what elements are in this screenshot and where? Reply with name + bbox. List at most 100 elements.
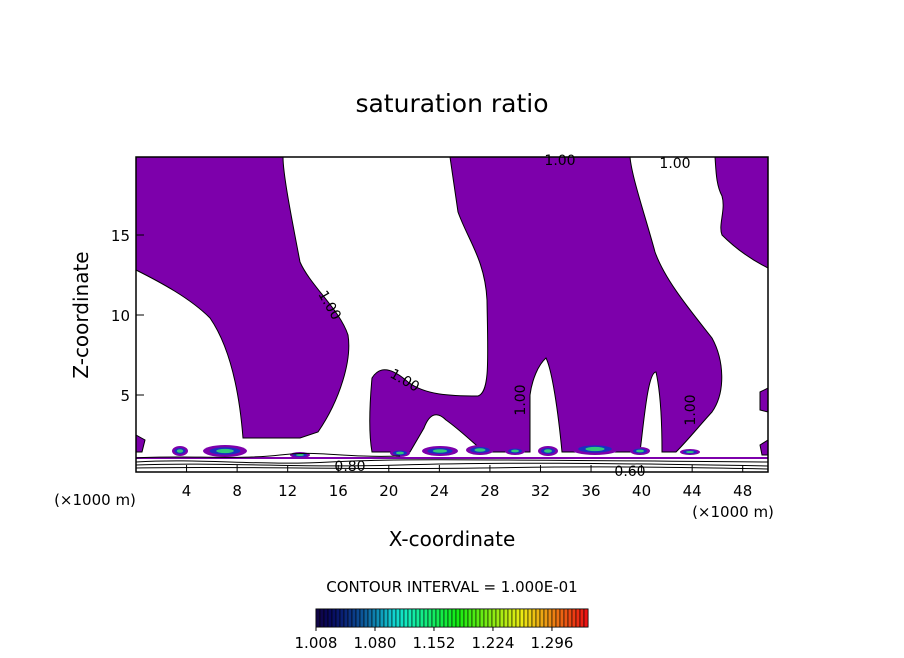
colorbar-cell — [559, 608, 565, 628]
x-tick-label: 40 — [632, 482, 651, 500]
chart-title: saturation ratio — [355, 89, 548, 118]
colorbar-cell — [495, 608, 501, 628]
colorbar-cell — [371, 608, 377, 628]
colorbar-cell — [323, 608, 329, 628]
x-axis-label: X-coordinate — [389, 527, 516, 551]
x-tick-label: 24 — [430, 482, 449, 500]
colorbar-cell — [471, 608, 477, 628]
colorbar-cell — [431, 608, 437, 628]
colorbar-cell — [395, 608, 401, 628]
x-tick-label: 16 — [329, 482, 348, 500]
colorbar-cell — [359, 608, 365, 628]
colorbar-cell — [327, 608, 333, 628]
filled-regions — [135, 156, 769, 459]
colorbar-cell — [387, 608, 393, 628]
saturated-blob-peak — [511, 449, 519, 453]
colorbar-cell — [567, 608, 573, 628]
colorbar-cell — [415, 608, 421, 628]
colorbar-tick-label: 1.296 — [530, 634, 573, 652]
colorbar-cell — [347, 608, 353, 628]
colorbar-cell — [375, 608, 381, 628]
colorbar-cell — [467, 608, 473, 628]
saturated-blob-peak — [176, 449, 184, 453]
colorbar-cell — [535, 608, 541, 628]
contour-line — [135, 462, 769, 467]
colorbar-cell — [411, 608, 417, 628]
colorbar-cell — [451, 608, 457, 628]
colorbar-cell — [351, 608, 357, 628]
contour-interval: CONTOUR INTERVAL = 1.000E-01 — [326, 578, 577, 596]
contour-label: 1.00 — [544, 153, 575, 169]
colorbar-cell — [343, 608, 349, 628]
contour-label: 0.60 — [614, 464, 645, 480]
colorbar-cell — [319, 608, 325, 628]
saturated-blob-peak — [686, 450, 694, 454]
colorbar-cell — [523, 608, 529, 628]
colorbar-cell — [419, 608, 425, 628]
x-tick-label: 48 — [733, 482, 752, 500]
colorbar-cell — [499, 608, 505, 628]
saturated-blob-peak — [636, 449, 644, 453]
colorbar-cell — [339, 608, 345, 628]
x-unit-label: (×1000 m) — [692, 503, 774, 521]
colorbar-cell — [455, 608, 461, 628]
x-tick-label: 44 — [683, 482, 702, 500]
colorbar-cell — [379, 608, 385, 628]
colorbar-cell — [491, 608, 497, 628]
y-tick-label: 10 — [111, 307, 130, 325]
x-tick-label: 4 — [182, 482, 192, 500]
colorbar-cell — [439, 608, 445, 628]
x-tick-label: 8 — [232, 482, 242, 500]
contour-label: 1.00 — [659, 156, 690, 172]
x-tick-label: 28 — [480, 482, 499, 500]
colorbar-cell — [407, 608, 413, 628]
contour-line — [135, 466, 769, 470]
contour-line — [135, 452, 401, 459]
colorbar-cell — [563, 608, 569, 628]
colorbar-cell — [463, 608, 469, 628]
colorbar-cell — [519, 608, 525, 628]
colorbar-cell — [531, 608, 537, 628]
colorbar-cell — [503, 608, 509, 628]
colorbar-tick-label: 1.224 — [471, 634, 514, 652]
colorbar-cell — [479, 608, 485, 628]
colorbar-cell — [571, 608, 577, 628]
filled-region — [369, 156, 723, 453]
x-tick-label: 12 — [278, 482, 297, 500]
x-tick-label: 20 — [379, 482, 398, 500]
contour-label: 1.00 — [513, 384, 529, 415]
colorbar-cell — [551, 608, 557, 628]
contour-label: 0.80 — [334, 459, 365, 475]
y-axis-label: Z-coordinate — [69, 251, 93, 378]
saturated-blob-peak — [396, 451, 404, 455]
y-tick-label: 15 — [111, 227, 130, 245]
colorbar-cell — [543, 608, 549, 628]
colorbar-cell — [447, 608, 453, 628]
colorbar-cell — [515, 608, 521, 628]
x-unit-label: (×1000 m) — [54, 491, 136, 509]
saturated-blob-peak — [296, 453, 304, 457]
y-tick-label: 5 — [120, 387, 130, 405]
colorbar-cell — [315, 608, 321, 628]
colorbar-cell — [399, 608, 405, 628]
x-tick-label: 32 — [531, 482, 550, 500]
colorbar-cell — [487, 608, 493, 628]
colorbar-cell — [355, 608, 361, 628]
filled-region — [714, 156, 769, 269]
contour-lines — [135, 452, 769, 470]
colorbar-cell — [443, 608, 449, 628]
saturated-blob-peak — [432, 449, 448, 453]
colorbar-cell — [423, 608, 429, 628]
colorbar-cell — [331, 608, 337, 628]
colorbar-cell — [403, 608, 409, 628]
colorbar-cell — [511, 608, 517, 628]
filled-region — [759, 387, 769, 413]
colorbar-cell — [335, 608, 341, 628]
colorbar-tick-label: 1.008 — [295, 634, 338, 652]
colorbar-cell — [527, 608, 533, 628]
colorbar-tick-label: 1.080 — [354, 634, 397, 652]
x-tick-label: 36 — [581, 482, 600, 500]
contour-line — [135, 459, 769, 464]
